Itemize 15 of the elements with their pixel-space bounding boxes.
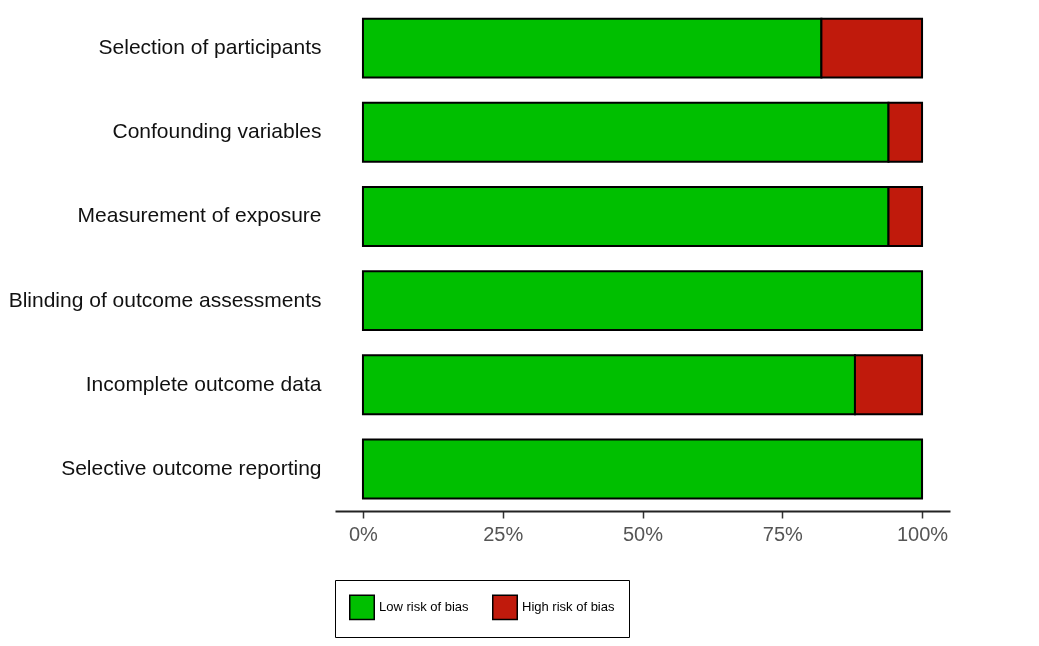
bar <box>361 270 924 332</box>
x-tick-label: 100% <box>896 522 949 545</box>
y-tick-label: Confounding variables <box>112 119 322 143</box>
y-tick-label: Selective outcome reporting <box>61 455 322 479</box>
x-tick-label: 0% <box>349 522 379 545</box>
bar <box>361 438 924 500</box>
y-tick-label: Selection of participants <box>98 35 322 59</box>
x-tick-label: 75% <box>762 522 803 545</box>
legend-label: Low risk of bias <box>379 599 470 615</box>
x-tick-label: 25% <box>483 522 524 545</box>
y-tick-label: Blinding of outcome assessments <box>8 287 322 311</box>
y-tick-label: Incomplete outcome data <box>85 371 322 395</box>
legend-label: High risk of bias <box>522 599 615 615</box>
y-tick-label: Measurement of exposure <box>77 203 322 227</box>
x-tick-label: 50% <box>622 522 664 545</box>
